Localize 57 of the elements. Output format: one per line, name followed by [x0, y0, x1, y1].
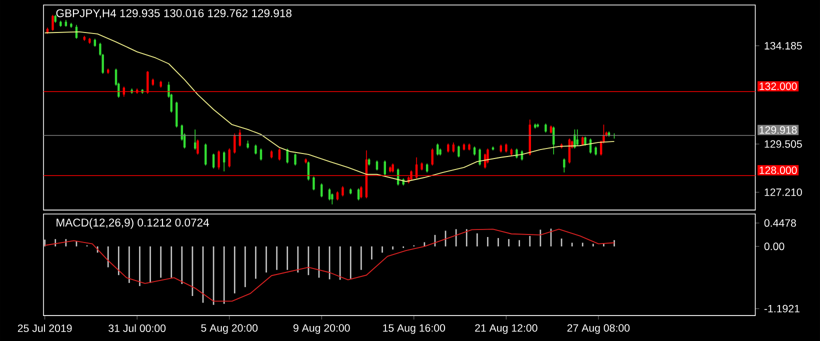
- candlestick: [584, 136, 586, 146]
- candlestick: [228, 148, 230, 168]
- candlestick: [222, 150, 226, 172]
- y-tick-label: 134.185: [764, 42, 802, 50]
- x-tick-label: 5 Aug 20:00: [201, 324, 258, 334]
- candlestick: [436, 142, 439, 156]
- candlestick: [447, 142, 450, 153]
- chart-title: MACD(12,26,9) 0.1212 0.0724: [56, 218, 210, 229]
- candlestick: [563, 158, 566, 173]
- candlestick: [336, 190, 339, 201]
- candlestick: [357, 188, 360, 201]
- candlestick: [452, 142, 455, 153]
- candlestick: [392, 162, 394, 173]
- candlestick: [212, 152, 215, 169]
- candlestick: [328, 188, 331, 201]
- candlestick: [176, 101, 178, 128]
- candlestick: [312, 176, 315, 190]
- candlestick: [376, 160, 378, 171]
- ref-line-label: 132.000: [760, 82, 797, 90]
- candlestick: [431, 148, 434, 166]
- x-tick-label: 31 Jul 00:00: [108, 324, 166, 332]
- candlestick: [426, 162, 428, 173]
- candlestick: [594, 146, 597, 156]
- x-tick-label: 21 Aug 12:00: [475, 324, 538, 334]
- candlestick: [260, 148, 262, 161]
- line-series: [44, 31, 615, 182]
- candlestick: [478, 148, 481, 166]
- candlestick: [196, 138, 199, 155]
- candlestick: [52, 14, 54, 31]
- y-tick-label: -1.1921: [764, 304, 800, 312]
- candlestick: [360, 185, 362, 198]
- candlestick: [320, 182, 323, 198]
- candlestick: [576, 128, 578, 146]
- candlestick: [574, 128, 576, 149]
- y-tick-label: 0.4478: [764, 219, 796, 227]
- y-tick-label: 0.00: [764, 242, 784, 250]
- candlestick: [294, 152, 296, 166]
- candlestick: [204, 142, 207, 166]
- x-tick-label: 15 Aug 16:00: [383, 324, 446, 334]
- candlestick: [342, 185, 344, 197]
- candlestick: [278, 148, 281, 161]
- y-tick-label: 129.505: [764, 140, 802, 148]
- candlestick: [331, 192, 334, 205]
- y-tick-label: 127.210: [764, 188, 802, 196]
- x-tick-label: 27 Aug 08:00: [567, 324, 630, 334]
- candlestick: [544, 122, 547, 133]
- candlestick: [473, 146, 476, 156]
- candlestick: [218, 150, 220, 170]
- candlestick: [505, 142, 508, 153]
- chart-title: GBPJPY,H4 129.935 130.016 129.762 129.918: [56, 9, 292, 18]
- x-tick-label: 9 Aug 20:00: [293, 324, 350, 334]
- candlestick: [254, 144, 257, 155]
- ref-line-label: 129.918: [760, 126, 797, 134]
- ref-line-label: 128.000: [760, 166, 797, 174]
- candlestick: [458, 144, 460, 158]
- candlestick: [384, 160, 386, 176]
- x-tick-label: 25 Jul 2019: [18, 324, 72, 332]
